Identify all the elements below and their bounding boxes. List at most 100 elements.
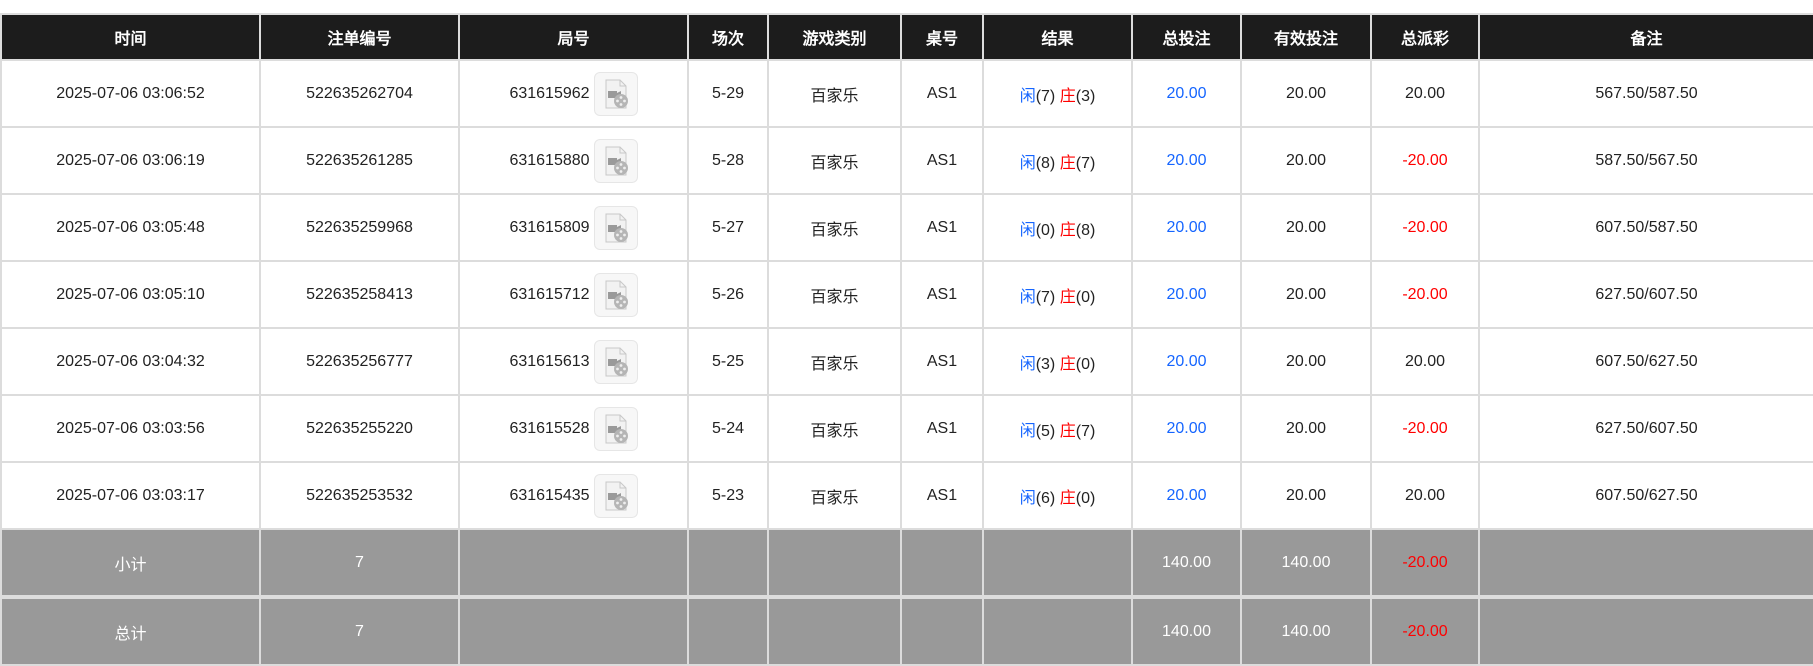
round-number: 631615528 xyxy=(509,419,590,437)
note-cell: 607.50/587.50 xyxy=(1478,193,1813,262)
total-label: 总计 xyxy=(0,595,261,666)
game-cell: 百家乐 xyxy=(767,59,902,128)
shoe-cell: 5-28 xyxy=(687,126,769,195)
header-valid-bet: 有效投注 xyxy=(1240,13,1372,61)
round-number: 631615962 xyxy=(509,84,590,102)
player-label: 闲 xyxy=(1019,87,1036,105)
table-cell: AS1 xyxy=(900,59,984,128)
note-cell: 607.50/627.50 xyxy=(1478,461,1813,530)
round-number: 631615809 xyxy=(509,218,590,236)
player-score: (7) xyxy=(1035,87,1056,105)
time-cell: 2025-07-06 03:03:56 xyxy=(0,394,261,463)
video-file-icon[interactable] xyxy=(593,71,638,116)
note-cell: 627.50/607.50 xyxy=(1478,394,1813,463)
header-time: 时间 xyxy=(0,13,261,61)
banker-score: (7) xyxy=(1075,154,1096,172)
header-game: 游戏类别 xyxy=(767,13,902,61)
valid-bet-cell: 20.00 xyxy=(1240,394,1372,463)
header-shoe: 场次 xyxy=(687,13,769,61)
video-file-icon[interactable] xyxy=(593,272,638,317)
round-number: 631615613 xyxy=(509,352,590,370)
payout-cell: 20.00 xyxy=(1370,461,1480,530)
shoe-cell: 5-24 xyxy=(687,394,769,463)
total-bet-cell: 20.00 xyxy=(1131,260,1242,329)
bet-records-table: 时间 注单编号 局号 场次 游戏类别 桌号 结果 总投注 有效投注 总派彩 备注… xyxy=(0,13,1813,666)
round-number: 631615435 xyxy=(509,486,590,504)
round-cell: 631615528 xyxy=(458,394,689,463)
round-cell: 631615962 xyxy=(458,59,689,128)
round-cell: 631615712 xyxy=(458,260,689,329)
total-bet-cell: 20.00 xyxy=(1131,394,1242,463)
round-number: 631615880 xyxy=(509,151,590,169)
table-cell: AS1 xyxy=(900,260,984,329)
bet-id-cell: 522635261285 xyxy=(259,126,460,195)
video-file-icon[interactable] xyxy=(593,138,638,183)
table-row: 2025-07-06 03:06:19 522635261285 6316158… xyxy=(0,126,1813,195)
valid-bet-cell: 20.00 xyxy=(1240,260,1372,329)
header-note: 备注 xyxy=(1478,13,1813,61)
round-cell: 631615809 xyxy=(458,193,689,262)
round-cell: 631615613 xyxy=(458,327,689,396)
round-cell: 631615880 xyxy=(458,126,689,195)
banker-score: (0) xyxy=(1075,489,1096,507)
result-cell: 闲(6) 庄(0) xyxy=(982,461,1133,530)
note-cell: 607.50/627.50 xyxy=(1478,327,1813,396)
total-bet-cell: 20.00 xyxy=(1131,193,1242,262)
valid-bet-cell: 20.00 xyxy=(1240,327,1372,396)
table-cell: AS1 xyxy=(900,126,984,195)
player-score: (6) xyxy=(1035,489,1056,507)
player-score: (8) xyxy=(1035,154,1056,172)
shoe-cell: 5-23 xyxy=(687,461,769,530)
game-cell: 百家乐 xyxy=(767,126,902,195)
banker-label: 庄 xyxy=(1059,489,1076,507)
subtotal-label: 小计 xyxy=(0,528,261,598)
game-cell: 百家乐 xyxy=(767,461,902,530)
video-file-icon[interactable] xyxy=(593,339,638,384)
banker-label: 庄 xyxy=(1059,355,1076,373)
banker-label: 庄 xyxy=(1059,87,1076,105)
bet-id-cell: 522635256777 xyxy=(259,327,460,396)
result-cell: 闲(8) 庄(7) xyxy=(982,126,1133,195)
banker-score: (0) xyxy=(1075,355,1096,373)
time-cell: 2025-07-06 03:06:52 xyxy=(0,59,261,128)
banker-score: (3) xyxy=(1075,87,1096,105)
bet-id-cell: 522635262704 xyxy=(259,59,460,128)
player-score: (0) xyxy=(1035,221,1056,239)
total-bet-cell: 20.00 xyxy=(1131,461,1242,530)
time-cell: 2025-07-06 03:04:32 xyxy=(0,327,261,396)
table-cell: AS1 xyxy=(900,461,984,530)
payout-cell: -20.00 xyxy=(1370,394,1480,463)
valid-bet-cell: 20.00 xyxy=(1240,126,1372,195)
banker-label: 庄 xyxy=(1059,221,1076,239)
table-row: 2025-07-06 03:03:56 522635255220 6316155… xyxy=(0,394,1813,463)
time-cell: 2025-07-06 03:03:17 xyxy=(0,461,261,530)
total-payout: -20.00 xyxy=(1370,595,1480,666)
video-file-icon[interactable] xyxy=(593,406,638,451)
table-cell: AS1 xyxy=(900,394,984,463)
banker-label: 庄 xyxy=(1059,154,1076,172)
banker-label: 庄 xyxy=(1059,288,1076,306)
video-file-icon[interactable] xyxy=(593,473,638,518)
total-row: 总计 7 140.00 140.00 -20.00 xyxy=(0,595,1813,666)
total-bet-cell: 20.00 xyxy=(1131,327,1242,396)
table-cell: AS1 xyxy=(900,327,984,396)
note-cell: 627.50/607.50 xyxy=(1478,260,1813,329)
total-total-bet: 140.00 xyxy=(1131,595,1242,666)
header-result: 结果 xyxy=(982,13,1133,61)
payout-cell: -20.00 xyxy=(1370,193,1480,262)
payout-cell: -20.00 xyxy=(1370,260,1480,329)
time-cell: 2025-07-06 03:06:19 xyxy=(0,126,261,195)
banker-score: (0) xyxy=(1075,288,1096,306)
result-cell: 闲(0) 庄(8) xyxy=(982,193,1133,262)
video-file-icon[interactable] xyxy=(593,205,638,250)
round-number: 631615712 xyxy=(509,285,590,303)
subtotal-count: 7 xyxy=(259,528,460,598)
round-cell: 631615435 xyxy=(458,461,689,530)
total-bet-cell: 20.00 xyxy=(1131,59,1242,128)
player-score: (7) xyxy=(1035,288,1056,306)
note-cell: 567.50/587.50 xyxy=(1478,59,1813,128)
result-cell: 闲(7) 庄(0) xyxy=(982,260,1133,329)
subtotal-row: 小计 7 140.00 140.00 -20.00 xyxy=(0,528,1813,598)
bet-id-cell: 522635253532 xyxy=(259,461,460,530)
shoe-cell: 5-26 xyxy=(687,260,769,329)
